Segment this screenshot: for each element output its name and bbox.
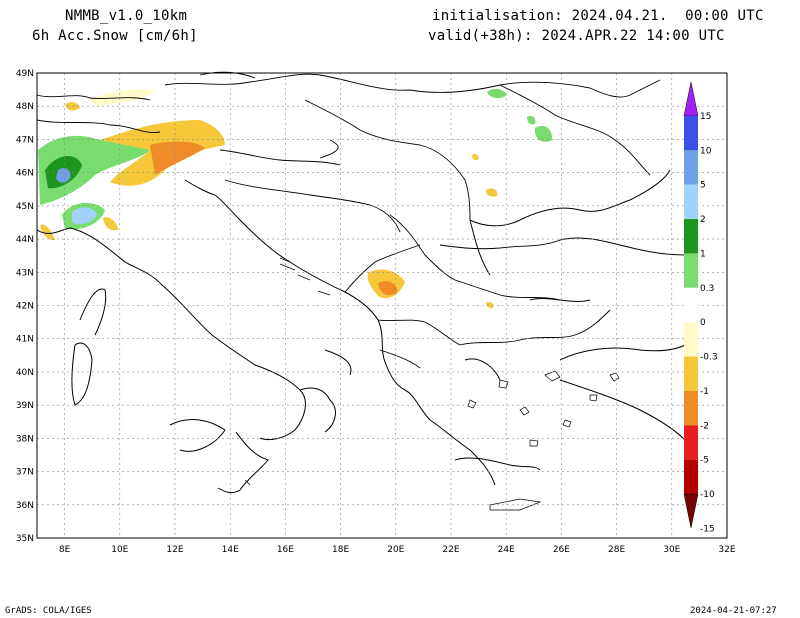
colorbar-segment xyxy=(684,287,698,323)
lon-label: 28E xyxy=(608,545,625,555)
lon-label: 32E xyxy=(718,545,735,555)
latitude-labels: 49N 48N 47N 46N 45N 44N 43N 42N 41N 40N 39N 38N 37N 3… xyxy=(16,69,34,544)
lon-label: 30E xyxy=(663,545,680,555)
colorbar-label: 15 xyxy=(700,112,711,122)
colorbar-segment xyxy=(684,459,698,494)
lon-label: 26E xyxy=(553,545,570,555)
footer-credit: GrADS: COLA/IGES xyxy=(5,606,92,616)
lat-label: 41N xyxy=(16,335,34,345)
colorbar-segment xyxy=(684,390,698,426)
colorbar-label: 0.3 xyxy=(700,284,714,294)
lat-lon-grid xyxy=(37,73,727,538)
lon-label: 16E xyxy=(277,545,294,555)
footer-timestamp: 2024-04-21-07:27 xyxy=(690,606,777,616)
lat-label: 43N xyxy=(16,268,34,278)
lat-label: 48N xyxy=(16,102,34,112)
islands xyxy=(244,257,620,511)
lat-label: 42N xyxy=(16,302,34,312)
lon-label: 8E xyxy=(59,545,71,555)
lon-label: 10E xyxy=(111,545,128,555)
colorbar-segment xyxy=(684,150,698,185)
lat-label: 47N xyxy=(16,135,34,145)
colorbar-label: 0 xyxy=(700,318,706,328)
colorbar-segment xyxy=(684,425,698,460)
lon-label: 22E xyxy=(442,545,459,555)
lat-label: 45N xyxy=(16,202,34,212)
colorbar-label: 10 xyxy=(700,146,712,156)
colorbar-segment xyxy=(684,116,698,151)
snow-shading xyxy=(38,88,553,309)
lon-label: 18E xyxy=(332,545,349,555)
lat-label: 49N xyxy=(16,69,34,79)
colorbar-segment xyxy=(684,184,698,220)
lon-label: 24E xyxy=(498,545,515,555)
colorbar-segment xyxy=(684,219,698,254)
map-frame xyxy=(36,72,728,539)
colorbar: 15 10 5 2 1 0.3 0 -0.3 -1 -2 -5 -10 -15 xyxy=(683,81,718,534)
country-borders xyxy=(36,71,661,369)
lat-label: 40N xyxy=(16,368,34,378)
colorbar-label: -1 xyxy=(700,387,709,397)
lon-label: 20E xyxy=(387,545,404,555)
colorbar-segment xyxy=(684,253,698,288)
lat-label: 38N xyxy=(16,434,34,444)
variable-title: 6h Acc.Snow [cm/6h] xyxy=(32,28,198,44)
valid-time: valid(+38h): 2024.APR.22 14:00 UTC xyxy=(428,28,725,44)
colorbar-label: -10 xyxy=(700,490,715,500)
colorbar-label: 5 xyxy=(700,181,706,191)
lat-label: 36N xyxy=(16,501,34,511)
colorbar-segment xyxy=(684,322,698,357)
lat-label: 46N xyxy=(16,169,34,179)
colorbar-cap-bottom xyxy=(683,493,699,529)
colorbar-label: 2 xyxy=(700,215,706,225)
lon-label: 12E xyxy=(166,545,183,555)
colorbar-label: 1 xyxy=(700,249,706,259)
lat-label: 39N xyxy=(16,401,34,411)
colorbar-cap-top xyxy=(683,81,699,117)
init-time: initialisation: 2024.04.21. 00:00 UTC xyxy=(432,8,764,24)
colorbar-label: -2 xyxy=(700,421,709,431)
colorbar-segment xyxy=(684,356,698,391)
lon-label: 14E xyxy=(222,545,239,555)
colorbar-label: -15 xyxy=(700,524,715,534)
coastlines xyxy=(36,169,686,494)
lat-label: 35N xyxy=(16,534,34,544)
longitude-labels: 8E 10E 12E 14E 16E 18E 20E 22E 24E 26E 28E 30E 32E xyxy=(59,545,736,555)
lat-label: 37N xyxy=(16,468,34,478)
model-title: NMMB_v1.0_10km xyxy=(65,8,188,24)
lat-label: 44N xyxy=(16,235,34,245)
colorbar-label: -0.3 xyxy=(700,353,718,363)
colorbar-label: -5 xyxy=(700,456,709,466)
